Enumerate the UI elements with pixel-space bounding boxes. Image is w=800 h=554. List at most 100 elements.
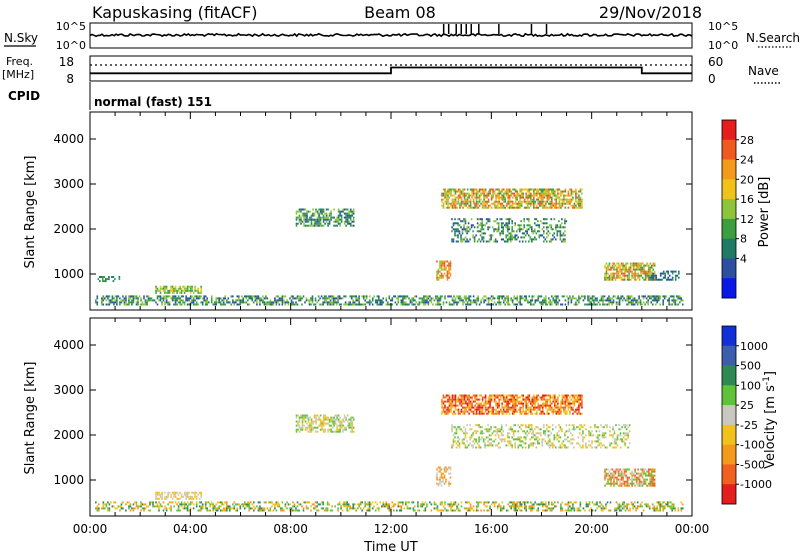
data-cell (472, 394, 475, 397)
data-cell (436, 476, 438, 479)
data-cell (445, 198, 448, 201)
data-cell (448, 396, 451, 399)
data-cell (495, 194, 497, 197)
data-cell (171, 291, 174, 294)
data-cell (560, 408, 562, 411)
data-cell (191, 491, 193, 494)
data-cell (339, 428, 341, 431)
data-cell (620, 276, 623, 279)
data-cell (539, 200, 541, 203)
data-cell (295, 297, 297, 300)
data-cell (334, 420, 337, 423)
data-cell (662, 501, 664, 504)
data-cell (472, 400, 475, 403)
data-cell (469, 424, 471, 427)
nave-tick-bottom: 0 (708, 72, 716, 86)
data-cell (263, 301, 266, 304)
data-cell (430, 301, 433, 304)
data-cell (275, 301, 278, 304)
data-cell (414, 509, 416, 512)
data-cell (561, 501, 564, 504)
data-cell (343, 222, 346, 225)
data-cell (414, 505, 416, 508)
data-cell (460, 402, 463, 405)
data-cell (456, 398, 458, 401)
data-cell (456, 400, 458, 403)
data-cell (653, 509, 655, 512)
data-cell (570, 204, 573, 207)
data-cell (440, 268, 443, 271)
data-cell (617, 264, 620, 267)
data-cell (101, 297, 103, 300)
data-cell (623, 501, 625, 504)
data-cell (498, 394, 500, 397)
data-cell (563, 408, 565, 411)
data-cell (460, 226, 462, 229)
colorbar-swatch (722, 218, 736, 239)
data-cell (194, 289, 196, 292)
data-cell (514, 438, 516, 441)
data-cell (111, 297, 114, 300)
data-cell (469, 228, 471, 231)
data-cell (481, 232, 483, 235)
data-cell (664, 274, 666, 277)
data-cell (553, 232, 556, 235)
data-cell (560, 509, 562, 512)
data-cell (167, 301, 169, 304)
data-cell (304, 416, 307, 419)
data-cell (581, 400, 583, 403)
data-cell (390, 507, 392, 510)
data-cell (472, 446, 474, 449)
data-cell (373, 295, 375, 298)
data-cell (251, 503, 254, 506)
data-cell (161, 505, 163, 508)
data-cell (333, 216, 335, 219)
data-cell (128, 303, 130, 306)
data-cell (347, 303, 350, 306)
data-cell (530, 200, 532, 203)
data-cell (352, 220, 355, 223)
data-cell (473, 438, 476, 441)
data-cell (293, 297, 296, 300)
data-cell (552, 412, 555, 415)
data-cell (348, 222, 350, 225)
data-cell (557, 301, 559, 304)
data-cell (361, 509, 363, 512)
data-cell (547, 234, 550, 237)
data-cell (523, 220, 525, 223)
data-cell (459, 295, 461, 298)
data-cell (555, 297, 558, 300)
data-cell (604, 276, 606, 279)
data-cell (504, 196, 506, 199)
data-cell (554, 295, 556, 298)
data-cell (297, 424, 299, 427)
data-cell (339, 422, 341, 425)
data-cell (516, 394, 518, 397)
data-cell (448, 410, 451, 413)
data-cell (348, 422, 350, 425)
data-cell (517, 396, 520, 399)
data-cell (558, 226, 560, 229)
data-cell (322, 501, 324, 504)
data-cell (468, 204, 470, 207)
data-cell (516, 297, 518, 300)
data-cell (210, 501, 213, 504)
data-cell (134, 507, 136, 510)
data-cell (376, 503, 379, 506)
data-cell (200, 493, 202, 496)
data-cell (495, 408, 497, 411)
data-cell (333, 418, 335, 421)
data-cell (579, 196, 582, 199)
data-cell (171, 299, 174, 302)
data-cell (451, 218, 453, 221)
data-cell (573, 297, 576, 300)
data-cell (522, 192, 524, 195)
data-cell (195, 303, 198, 306)
data-cell (621, 299, 624, 302)
data-cell (527, 501, 529, 504)
colorbar-tick-label: 28 (740, 134, 754, 147)
data-cell (680, 509, 683, 512)
data-cell (654, 299, 657, 302)
data-cell (505, 190, 508, 193)
